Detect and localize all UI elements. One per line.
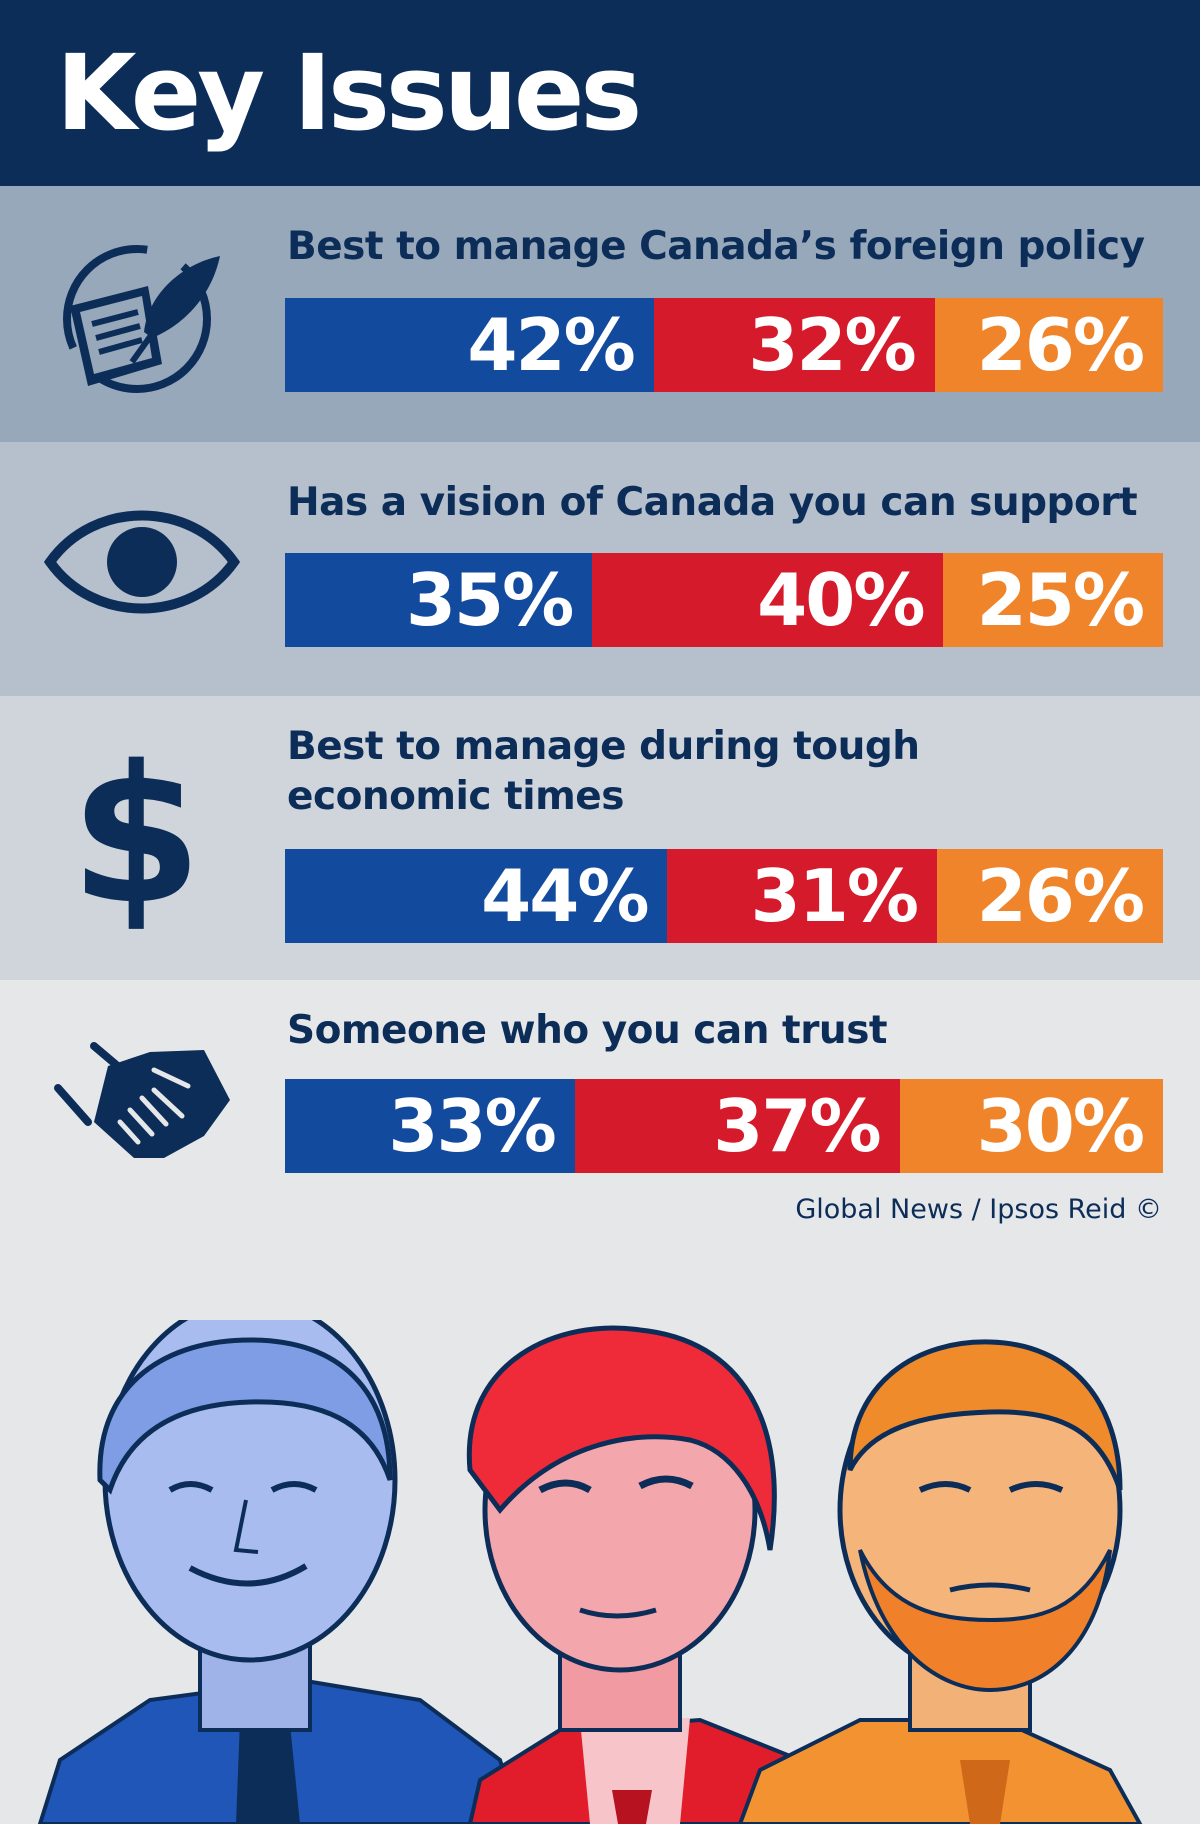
ndp-segment: 26% bbox=[934, 298, 1163, 392]
percent-label: 25% bbox=[976, 558, 1145, 642]
conservative-segment: 33% bbox=[285, 1079, 575, 1173]
stacked-bar: 42% 32% 26% bbox=[285, 298, 1163, 392]
dollar-sign-icon: $ bbox=[70, 725, 203, 946]
liberal-segment: 40% bbox=[592, 553, 944, 647]
percent-label: 33% bbox=[388, 1084, 556, 1168]
conservative-segment: 42% bbox=[285, 298, 654, 392]
percent-label: 32% bbox=[748, 303, 916, 387]
source-credit: Global News / Ipsos Reid © bbox=[795, 1194, 1162, 1225]
ndp-segment: 26% bbox=[936, 849, 1163, 943]
blue-leader-portrait bbox=[37, 1320, 523, 1824]
percent-label: 35% bbox=[405, 558, 574, 642]
section-economy: $ Best to manage during tough economic t… bbox=[0, 696, 1200, 980]
red-leader-portrait bbox=[466, 1325, 843, 1824]
header-banner: Key Issues bbox=[0, 0, 1200, 186]
question-label: Best to manage Canada’s foreign policy bbox=[287, 224, 1145, 269]
liberal-segment: 31% bbox=[667, 849, 937, 943]
stacked-bar: 35% 40% 25% bbox=[285, 553, 1163, 647]
question-label: Someone who you can trust bbox=[287, 1008, 888, 1053]
leaders-illustration bbox=[37, 1320, 1143, 1824]
percent-label: 42% bbox=[467, 303, 635, 387]
conservative-segment: 44% bbox=[285, 849, 668, 943]
eye-icon bbox=[44, 510, 240, 614]
ndp-segment: 30% bbox=[899, 1079, 1163, 1173]
percent-label: 44% bbox=[481, 854, 649, 938]
liberal-segment: 32% bbox=[653, 298, 935, 392]
stacked-bar: 44% 31% 26% bbox=[285, 849, 1163, 943]
handshake-icon bbox=[54, 1042, 230, 1158]
percent-label: 40% bbox=[757, 558, 925, 642]
ndp-segment: 25% bbox=[943, 553, 1163, 647]
percent-label: 37% bbox=[713, 1084, 881, 1168]
question-label: Has a vision of Canada you can support bbox=[287, 480, 1138, 525]
question-label: Best to manage during tough economic tim… bbox=[287, 724, 920, 819]
percent-label: 30% bbox=[976, 1084, 1145, 1168]
section-vision: Has a vision of Canada you can support 3… bbox=[0, 442, 1200, 696]
orange-leader-portrait bbox=[737, 1339, 1143, 1824]
stacked-bar: 33% 37% 30% bbox=[285, 1079, 1163, 1173]
percent-label: 26% bbox=[976, 854, 1145, 938]
quill-document-icon bbox=[63, 245, 220, 393]
liberal-segment: 37% bbox=[574, 1079, 900, 1173]
page-title: Key Issues bbox=[56, 32, 642, 154]
section-foreign-policy: Best to manage Canada’s foreign policy 4… bbox=[0, 186, 1200, 442]
section-trust: Someone who you can trust 33% 37% 30% bbox=[0, 980, 1200, 1224]
conservative-segment: 35% bbox=[285, 553, 593, 647]
percent-label: 31% bbox=[750, 854, 919, 938]
percent-label: 26% bbox=[976, 303, 1145, 387]
